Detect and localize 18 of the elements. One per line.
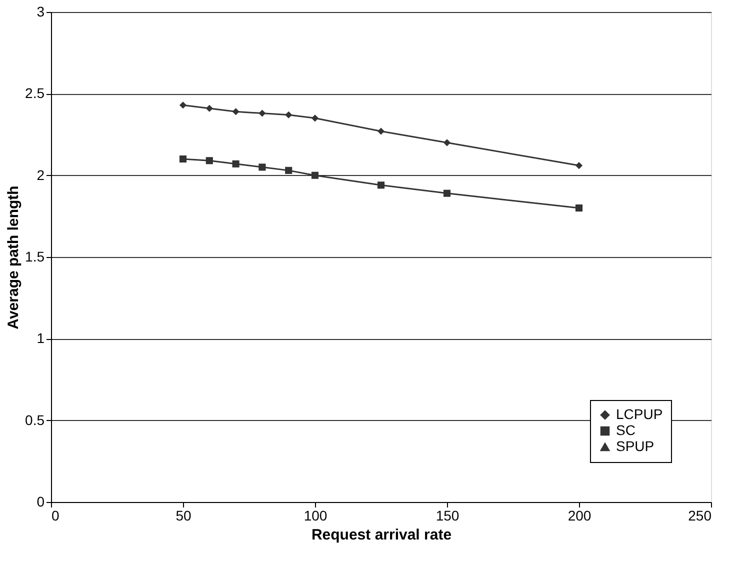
legend-label: LCPUP — [616, 406, 663, 422]
x-tick-label: 100 — [304, 508, 328, 524]
x-axis-title: Request arrival rate — [311, 526, 452, 544]
legend-label: SC — [616, 422, 636, 438]
legend-label: SPUP — [616, 438, 654, 454]
x-tick-label: 150 — [436, 508, 460, 524]
y-tick-label: 0 — [36, 494, 45, 510]
x-tick-label: 200 — [568, 508, 592, 524]
y-tick-label: 3 — [36, 4, 45, 20]
x-tick-label: 0 — [52, 508, 60, 524]
y-tick-label: 2.5 — [25, 85, 45, 102]
y-tick-label: 0.5 — [25, 412, 45, 428]
x-tick-label: 50 — [176, 508, 192, 524]
x-tick-label: 250 — [688, 508, 712, 524]
y-tick-label: 1.5 — [25, 248, 45, 264]
y-axis-title: Average path length — [5, 186, 22, 330]
y-tick-label: 2 — [36, 166, 45, 183]
y-tick-label: 1 — [36, 330, 45, 346]
